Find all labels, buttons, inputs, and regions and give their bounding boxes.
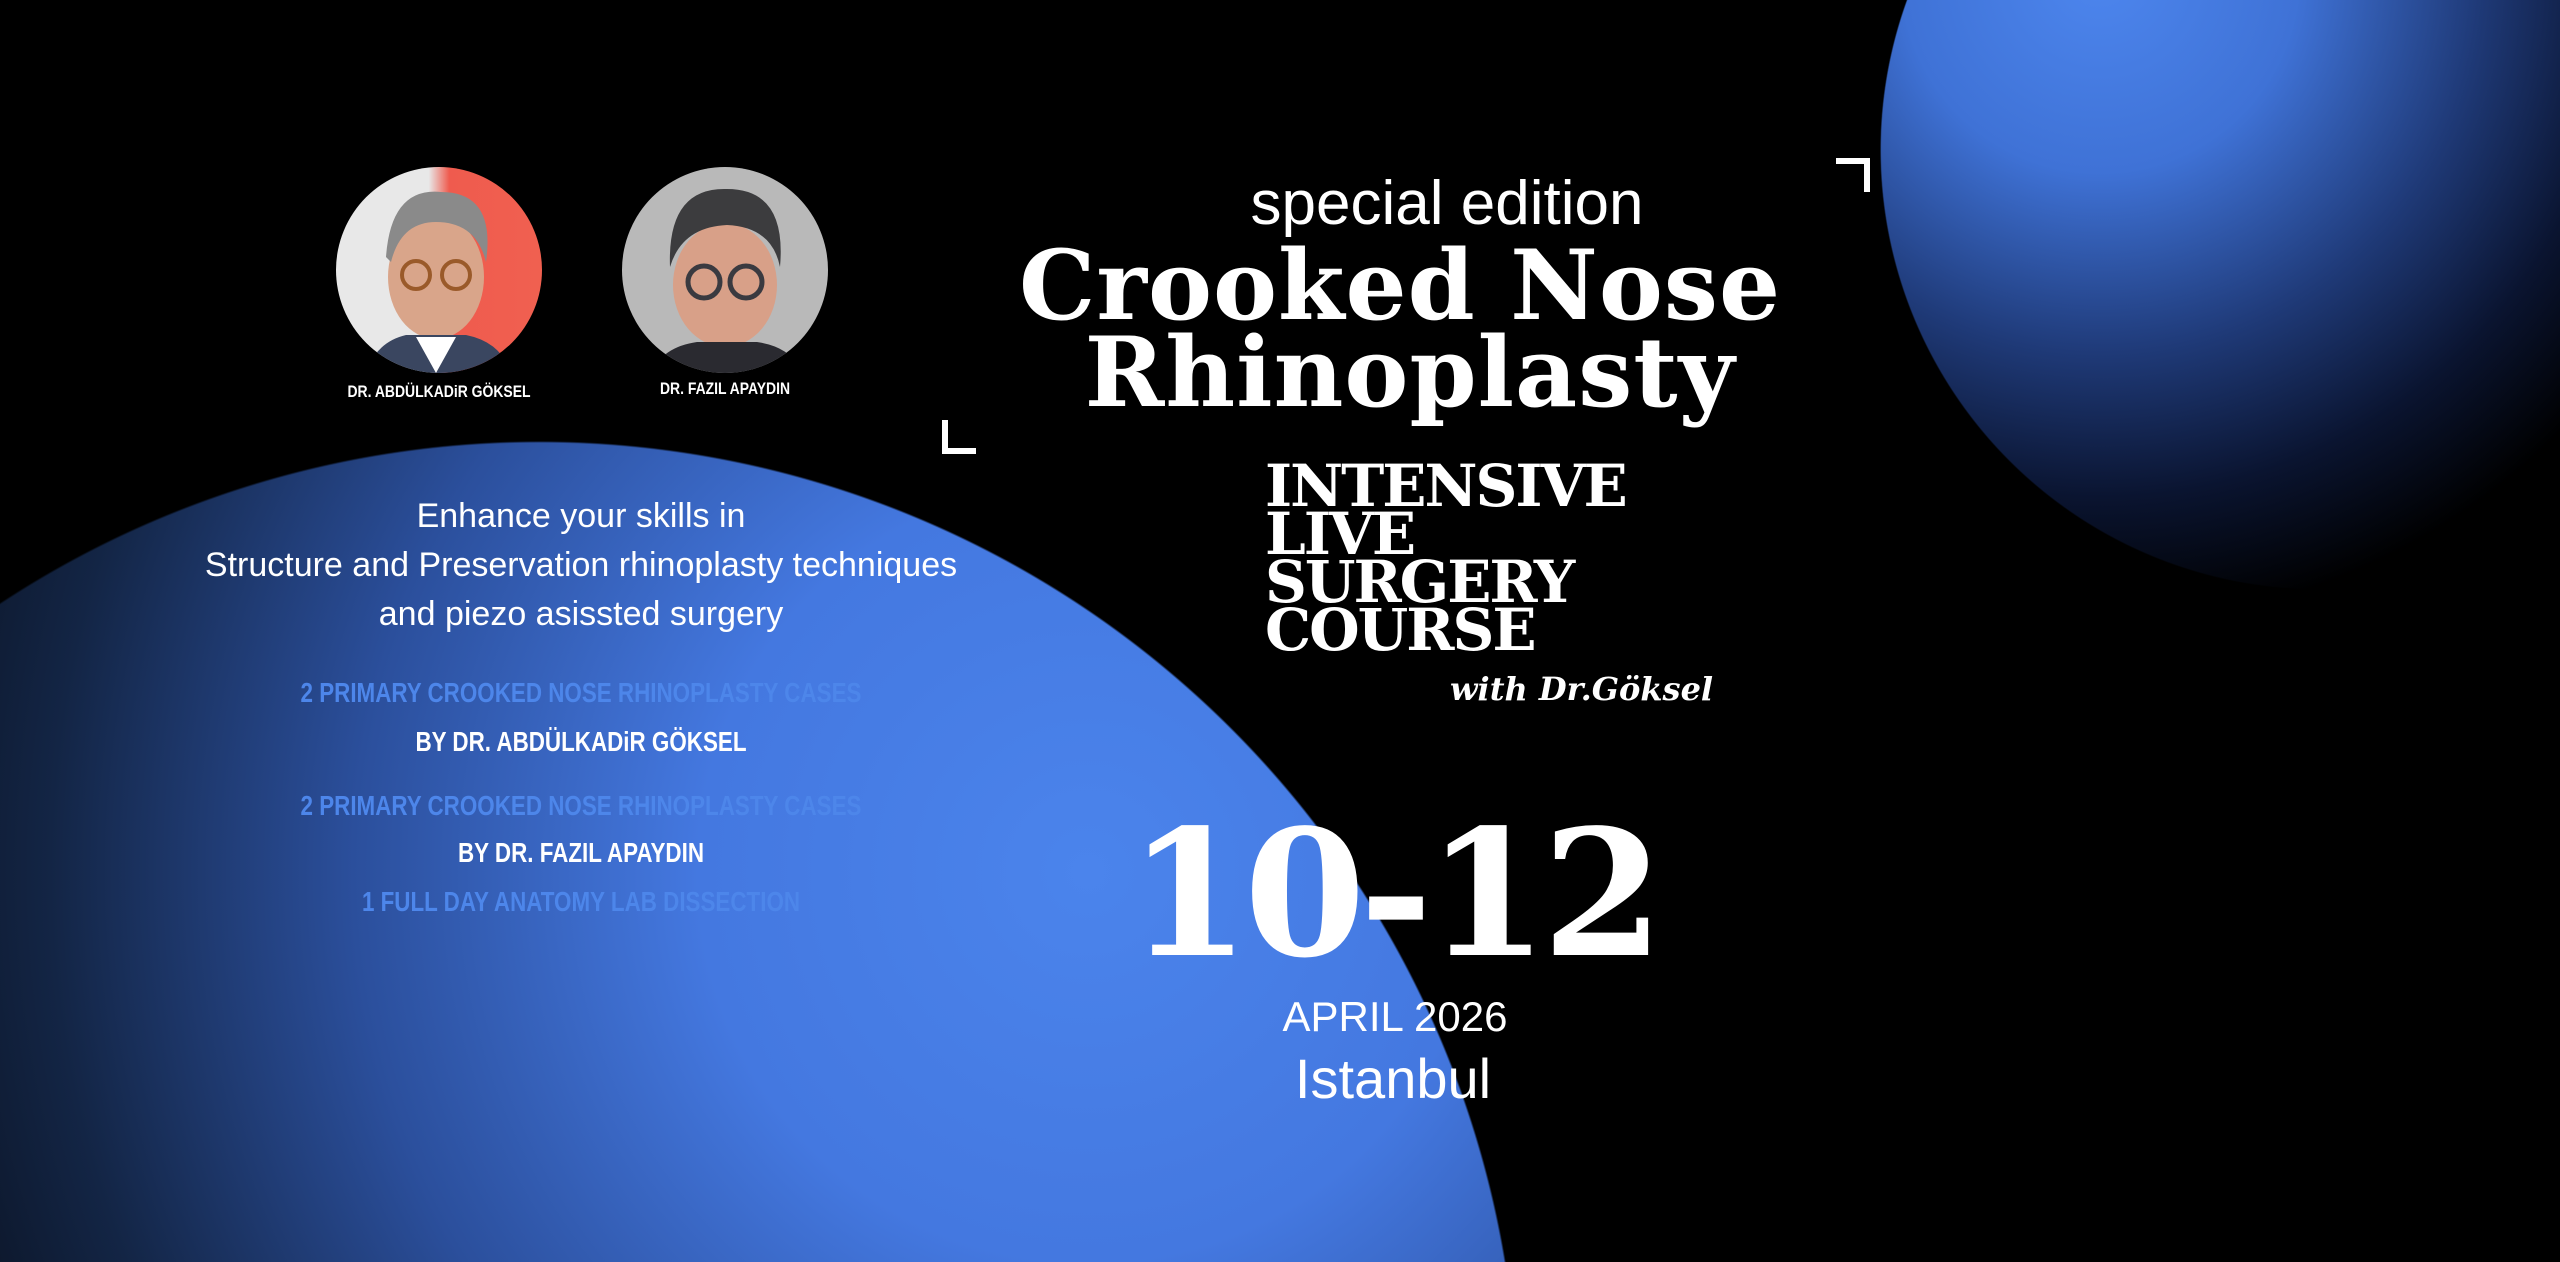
corner-bracket-bottom-left (942, 420, 976, 454)
highlight-by-goksel: BY DR. ABDÜLKADiR GÖKSEL (415, 726, 747, 757)
highlight-cases-apaydin: 2 PRIMARY CROOKED NOSE RHINOPLASTY CASES (300, 790, 862, 821)
speaker-name-apaydin: DR. FAZIL APAYDIN (659, 379, 791, 398)
course-line-live: LIVE (1265, 500, 1416, 568)
blue-sphere-left (0, 441, 1520, 1262)
intro-line-2: Structure and Preservation rhinoplasty t… (204, 546, 958, 584)
intro-line-1: Enhance your skills in (416, 497, 746, 535)
highlight-anatomy-lab: 1 FULL DAY ANATOMY LAB DISSECTION (361, 886, 801, 917)
speaker-photo-apaydin (622, 167, 828, 373)
event-city: Istanbul (1294, 1047, 1492, 1110)
event-month-year: APRIL 2026 (1282, 993, 1508, 1040)
highlight-by-apaydin: BY DR. FAZIL APAYDIN (457, 837, 705, 868)
event-dates: 10-12 (1128, 792, 1664, 997)
highlight-cases-goksel: 2 PRIMARY CROOKED NOSE RHINOPLASTY CASES (300, 677, 862, 708)
course-line-course: COURSE (1265, 596, 1537, 664)
title-line-1: Crooked Nose (1018, 229, 1782, 342)
speaker-photo-goksel (336, 167, 542, 373)
title-kicker: special edition (1250, 169, 1644, 238)
speaker-name-goksel: DR. ABDÜLKADiR GÖKSEL (347, 382, 531, 401)
corner-bracket-top-right (1836, 158, 1870, 192)
intro-line-3: and piezo asissted surgery (378, 595, 784, 633)
course-line-surgery: SURGERY (1265, 548, 1575, 616)
course-block: INTENSIVE LIVE SURGERY COURSE (1265, 452, 1628, 664)
title-line-2: Rhinoplasty (1084, 316, 1736, 429)
course-signature: with Dr.Göksel (1450, 670, 1714, 708)
course-line-intensive: INTENSIVE (1265, 452, 1628, 520)
blue-sphere-top-right (1880, 0, 2560, 590)
